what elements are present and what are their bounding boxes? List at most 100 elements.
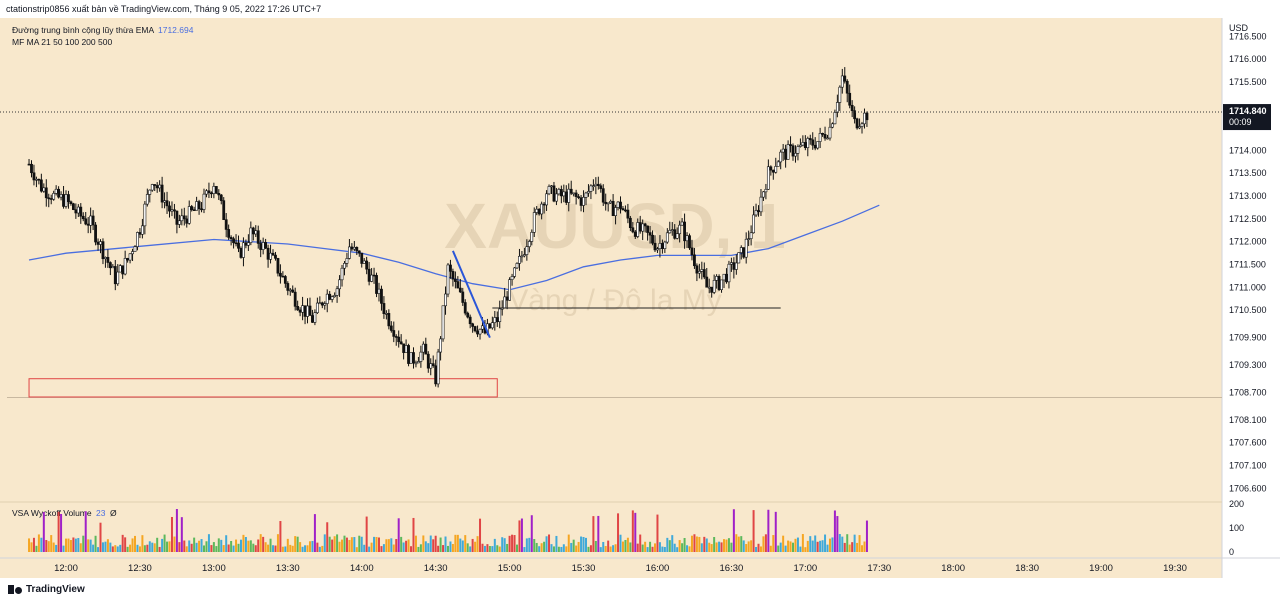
candle-body — [776, 161, 780, 167]
volume-bar — [858, 535, 861, 552]
candle-body — [717, 276, 721, 290]
volume-bar — [518, 520, 521, 552]
volume-bar — [614, 544, 617, 552]
tradingview-logo[interactable]: TradingView — [8, 584, 85, 595]
indicator-ma-name: MF MA 21 50 100 200 500 — [12, 37, 112, 47]
candle-body — [372, 274, 376, 277]
candle-body — [550, 185, 553, 188]
tradingview-logo-icon — [8, 585, 22, 594]
candle-body — [769, 166, 773, 171]
volume-tick-label: 100 — [1229, 523, 1244, 533]
candle-body — [345, 258, 349, 264]
candle-body — [710, 286, 714, 293]
volume-bar — [170, 516, 173, 552]
candle-body — [118, 265, 122, 273]
volume-bar — [784, 545, 787, 552]
candle-body — [91, 215, 95, 226]
candle-body — [619, 201, 622, 209]
volume-bar — [865, 520, 868, 552]
candle-body — [402, 343, 406, 353]
candle-body — [449, 264, 452, 272]
volume-bar — [148, 541, 151, 552]
volume-bar — [678, 540, 681, 552]
volume-bar — [296, 536, 299, 552]
candle-body — [251, 227, 255, 235]
candle-body — [69, 201, 73, 204]
candle-body — [513, 267, 516, 277]
candle-body — [434, 365, 438, 385]
x-tick-label: 13:30 — [276, 563, 300, 574]
volume-bar — [109, 542, 112, 552]
candle-body — [562, 191, 566, 197]
volume-bar — [417, 546, 420, 552]
volume-bar — [141, 535, 144, 552]
volume-bars — [28, 509, 868, 552]
candle-body — [409, 352, 413, 364]
volume-bar — [67, 538, 70, 552]
volume-bar — [262, 536, 265, 552]
candle-body — [638, 222, 642, 232]
candle-body — [338, 279, 341, 290]
volume-bar — [281, 546, 284, 552]
candle-body — [702, 269, 706, 278]
candle-body — [601, 188, 605, 203]
candle-body — [99, 241, 102, 245]
y-tick-label: 1708.100 — [1229, 415, 1267, 425]
candle-body — [335, 288, 339, 296]
candle-body — [727, 263, 731, 283]
candle-body — [116, 271, 120, 285]
candle-body — [855, 118, 859, 129]
volume-bar — [629, 542, 632, 552]
candle-body — [503, 296, 507, 309]
volume-bar — [663, 546, 666, 552]
candle-body — [153, 184, 157, 186]
candle-body — [35, 178, 38, 181]
volume-bar — [392, 544, 395, 552]
candle-body — [210, 192, 213, 195]
volume-bar — [163, 534, 166, 552]
candle-body — [320, 302, 324, 306]
volume-bar — [207, 534, 210, 552]
volume-bar — [703, 536, 706, 552]
volume-bar — [700, 543, 703, 552]
volume-bar — [727, 538, 730, 552]
volume-bar — [799, 546, 802, 552]
volume-bar — [87, 539, 90, 552]
x-tick-label: 12:00 — [54, 563, 78, 574]
candle-body — [404, 345, 408, 353]
candle-body — [133, 246, 137, 252]
candle-body — [545, 193, 548, 206]
volume-bar — [311, 540, 314, 552]
candle-body — [52, 193, 56, 200]
candle-body — [217, 193, 221, 196]
volume-bar — [567, 534, 570, 552]
candle-body — [362, 260, 366, 264]
volume-bar — [740, 536, 743, 552]
volume-bar — [291, 545, 294, 552]
candle-body — [436, 351, 440, 385]
candle-body — [106, 256, 110, 263]
volume-bar — [737, 536, 740, 552]
volume-bar — [560, 546, 563, 552]
volume-bar — [755, 546, 758, 552]
volume-bar — [469, 546, 472, 552]
volume-bar — [565, 546, 568, 552]
candle-body — [348, 246, 351, 259]
candle-body — [291, 289, 295, 293]
candle-body — [567, 188, 571, 203]
candle-body — [833, 112, 837, 125]
candle-body — [254, 230, 258, 235]
volume-bar — [833, 510, 836, 552]
candle-body — [242, 242, 245, 258]
candle-body — [688, 235, 691, 249]
volume-bar — [681, 543, 684, 552]
candle-body — [527, 241, 531, 247]
volume-bar — [45, 539, 48, 552]
x-tick-label: 14:30 — [424, 563, 448, 574]
candle-body — [747, 238, 751, 240]
volume-bar — [308, 541, 311, 552]
candle-body — [850, 104, 854, 111]
y-tick-label: 1707.100 — [1229, 460, 1267, 470]
tradingview-brand: TradingView — [26, 584, 85, 595]
